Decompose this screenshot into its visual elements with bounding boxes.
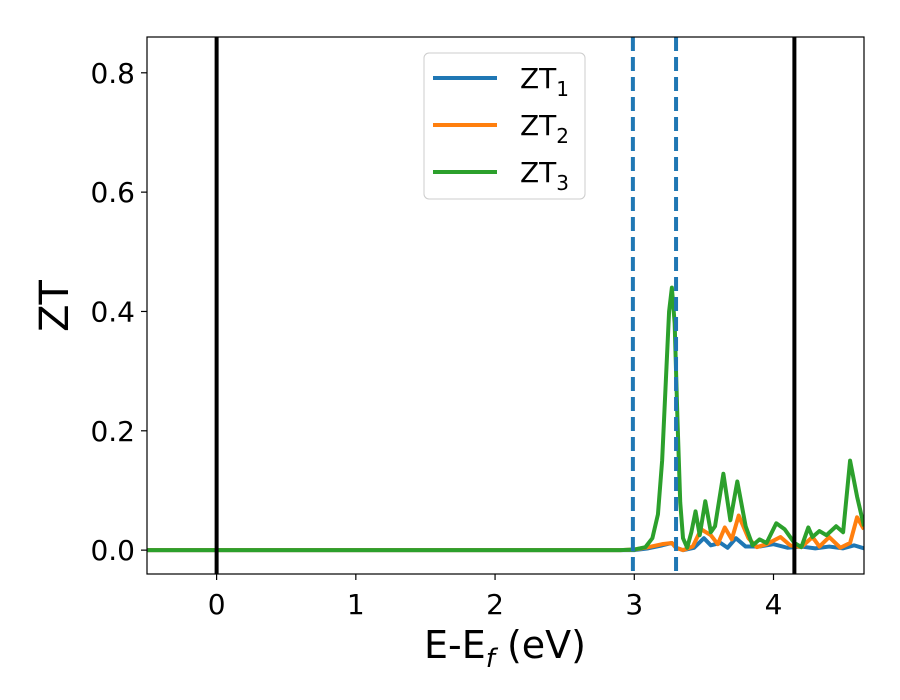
x-tick-label: 0 <box>208 588 226 621</box>
series-layer <box>147 285 864 553</box>
legend-label-zt1: ZT1 <box>520 62 569 101</box>
legend-box <box>423 52 586 200</box>
y-tick-label: 0.2 <box>90 415 135 448</box>
x-tick-label: 2 <box>486 588 504 621</box>
x-tick-label: 3 <box>625 588 643 621</box>
legend-label-zt2: ZT2 <box>520 109 569 148</box>
x-axis-title-unit: (eV) <box>495 623 586 667</box>
series-line-zt3 <box>147 285 864 553</box>
axis-ticks: 0 1 2 3 4 0.0 0.2 0.4 0.6 0.8 <box>90 57 782 621</box>
y-tick-label: 0.4 <box>90 295 135 328</box>
y-tick-label: 0.6 <box>90 176 135 209</box>
reference-lines <box>214 37 797 574</box>
y-axis-title: ZT <box>32 280 78 332</box>
legend: ZT1 ZT2 ZT3 <box>423 52 586 200</box>
x-tick-label: 1 <box>347 588 365 621</box>
y-tick-label: 0.8 <box>90 57 135 90</box>
x-tick-label: 4 <box>765 588 783 621</box>
legend-entries: ZT1 ZT2 ZT3 <box>433 62 569 195</box>
series-line-zt2 <box>147 513 864 553</box>
x-axis-title-main: E-E <box>424 623 486 667</box>
legend-label-zt3: ZT3 <box>520 156 569 195</box>
y-tick-label: 0.0 <box>90 534 135 567</box>
x-axis-title: E-Ef (eV) <box>424 623 586 674</box>
plot-frame <box>146 36 865 575</box>
